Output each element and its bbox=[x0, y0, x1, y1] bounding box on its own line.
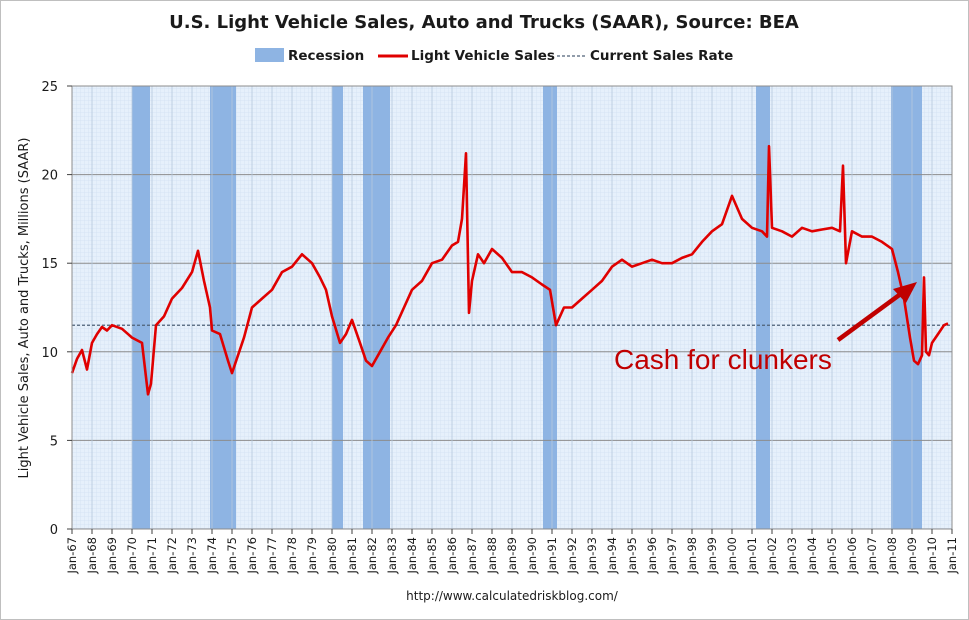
x-tick-label: Jan-95 bbox=[625, 537, 639, 575]
legend-label-current-rate: Current Sales Rate bbox=[590, 48, 733, 64]
y-tick-label: 20 bbox=[41, 169, 58, 184]
x-tick-label: Jan-74 bbox=[205, 537, 219, 575]
x-tick-labels: Jan-67 Jan-68 Jan-69 Jan-70 Jan-71 Jan-72 Jan-… bbox=[65, 529, 959, 575]
x-tick-label: Jan-71 bbox=[145, 537, 159, 575]
x-tick-label: Jan-01 bbox=[745, 537, 759, 575]
legend-label-recession: Recession bbox=[288, 48, 364, 64]
x-tick-label: Jan-81 bbox=[345, 537, 359, 575]
x-tick-label: Jan-87 bbox=[465, 537, 479, 575]
x-tick-label: Jan-85 bbox=[425, 537, 439, 575]
x-tick-label: Jan-67 bbox=[65, 537, 79, 575]
x-tick-label: Jan-82 bbox=[365, 537, 379, 575]
x-tick-label: Jan-11 bbox=[945, 537, 959, 575]
x-tick-label: Jan-91 bbox=[545, 537, 559, 575]
chart-title: U.S. Light Vehicle Sales, Auto and Truck… bbox=[169, 12, 799, 33]
x-tick-label: Jan-68 bbox=[85, 537, 99, 575]
recession-band bbox=[363, 86, 390, 529]
recession-band bbox=[132, 86, 150, 529]
x-tick-label: Jan-76 bbox=[245, 537, 259, 575]
x-tick-label: Jan-79 bbox=[305, 537, 319, 575]
x-tick-label: Jan-72 bbox=[165, 537, 179, 575]
x-tick-label: Jan-03 bbox=[785, 537, 799, 575]
y-tick-label: 25 bbox=[41, 80, 58, 95]
recession-band bbox=[332, 86, 343, 529]
x-tick-label: Jan-83 bbox=[385, 537, 399, 575]
x-tick-label: Jan-73 bbox=[185, 537, 199, 575]
x-tick-label: Jan-80 bbox=[325, 537, 339, 575]
x-tick-label: Jan-09 bbox=[905, 537, 919, 575]
x-tick-label: Jan-00 bbox=[725, 537, 739, 575]
x-tick-label: Jan-02 bbox=[765, 537, 779, 575]
legend-swatch-recession bbox=[255, 48, 284, 62]
x-tick-label: Jan-08 bbox=[885, 537, 899, 575]
x-tick-label: Jan-98 bbox=[685, 537, 699, 575]
annotation-arrow-shaft bbox=[836, 291, 904, 342]
x-tick-label: Jan-86 bbox=[445, 537, 459, 575]
x-tick-label: Jan-89 bbox=[505, 537, 519, 575]
y-tick-label: 5 bbox=[50, 434, 58, 449]
x-tick-label: Jan-94 bbox=[605, 537, 619, 575]
x-tick-label: Jan-92 bbox=[565, 537, 579, 575]
legend-label-sales: Light Vehicle Sales bbox=[411, 48, 555, 64]
legend: Recession Light Vehicle Sales Current Sa… bbox=[255, 48, 733, 64]
x-tick-label: Jan-06 bbox=[845, 537, 859, 575]
x-tick-label: Jan-88 bbox=[485, 537, 499, 575]
annotation-arrow-head bbox=[893, 282, 917, 303]
x-tick-label: Jan-75 bbox=[225, 537, 239, 575]
y-tick-label: 10 bbox=[41, 346, 58, 361]
recession-band bbox=[756, 86, 770, 529]
x-tick-label: Jan-69 bbox=[105, 537, 119, 575]
x-tick-label: Jan-97 bbox=[665, 537, 679, 575]
x-tick-label: Jan-10 bbox=[925, 537, 939, 575]
x-tick-label: Jan-07 bbox=[865, 537, 879, 575]
y-axis-label: Light Vehicle Sales, Auto and Trucks, Mi… bbox=[17, 138, 32, 479]
x-tick-label: Jan-78 bbox=[285, 537, 299, 575]
recession-band bbox=[543, 86, 557, 529]
y-tick-label: 15 bbox=[41, 257, 58, 272]
y-tick-labels: 0 5 10 15 20 25 bbox=[41, 80, 72, 538]
x-tick-label: Jan-05 bbox=[825, 537, 839, 575]
x-tick-label: Jan-84 bbox=[405, 537, 419, 575]
x-tick-label: Jan-04 bbox=[805, 537, 819, 575]
annotation-cash-for-clunkers: Cash for clunkers bbox=[614, 344, 832, 375]
source-url: http://www.calculatedriskblog.com/ bbox=[406, 589, 619, 603]
y-tick-label: 0 bbox=[50, 523, 58, 538]
light-vehicle-sales-line bbox=[70, 144, 949, 396]
x-tick-label: Jan-77 bbox=[265, 537, 279, 575]
x-tick-label: Jan-90 bbox=[525, 537, 539, 575]
x-tick-label: Jan-99 bbox=[705, 537, 719, 575]
x-tick-label: Jan-93 bbox=[585, 537, 599, 575]
x-tick-label: Jan-96 bbox=[645, 537, 659, 575]
x-tick-label: Jan-70 bbox=[125, 537, 139, 575]
